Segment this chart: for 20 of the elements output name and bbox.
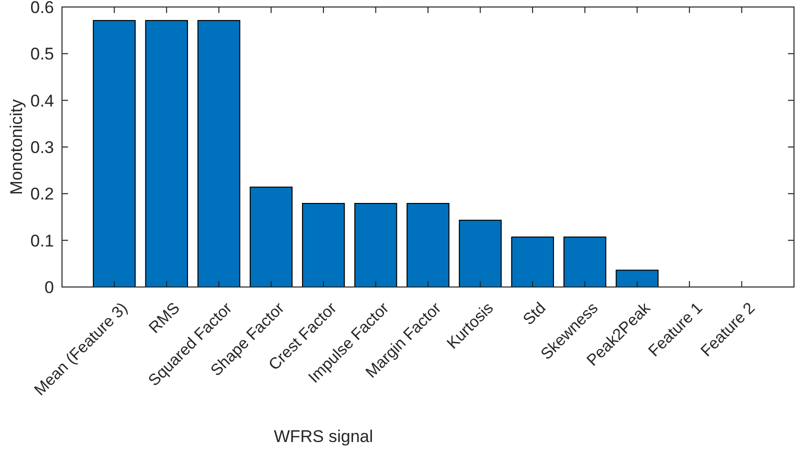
bar [616,270,659,288]
y-tick-label: 0.4 [30,91,54,110]
x-axis-title: WFRS signal [274,427,374,446]
bar [511,236,554,288]
bar [458,220,502,288]
y-tick-label: 0.2 [30,184,54,204]
y-tick-label: 0 [44,278,54,297]
y-axis-title: Monotonicity [7,98,26,195]
y-tick-label: 0.5 [30,44,54,64]
bar [145,20,188,288]
bar [563,236,606,288]
y-tick-label: 0.1 [30,231,54,250]
bar [250,186,293,288]
y-tick-label: 0.3 [30,138,54,157]
bar [406,202,450,288]
bar [197,20,240,288]
bar [92,20,136,288]
bar [354,202,398,288]
bar [302,202,345,288]
y-tick-label: 0.6 [30,0,54,17]
